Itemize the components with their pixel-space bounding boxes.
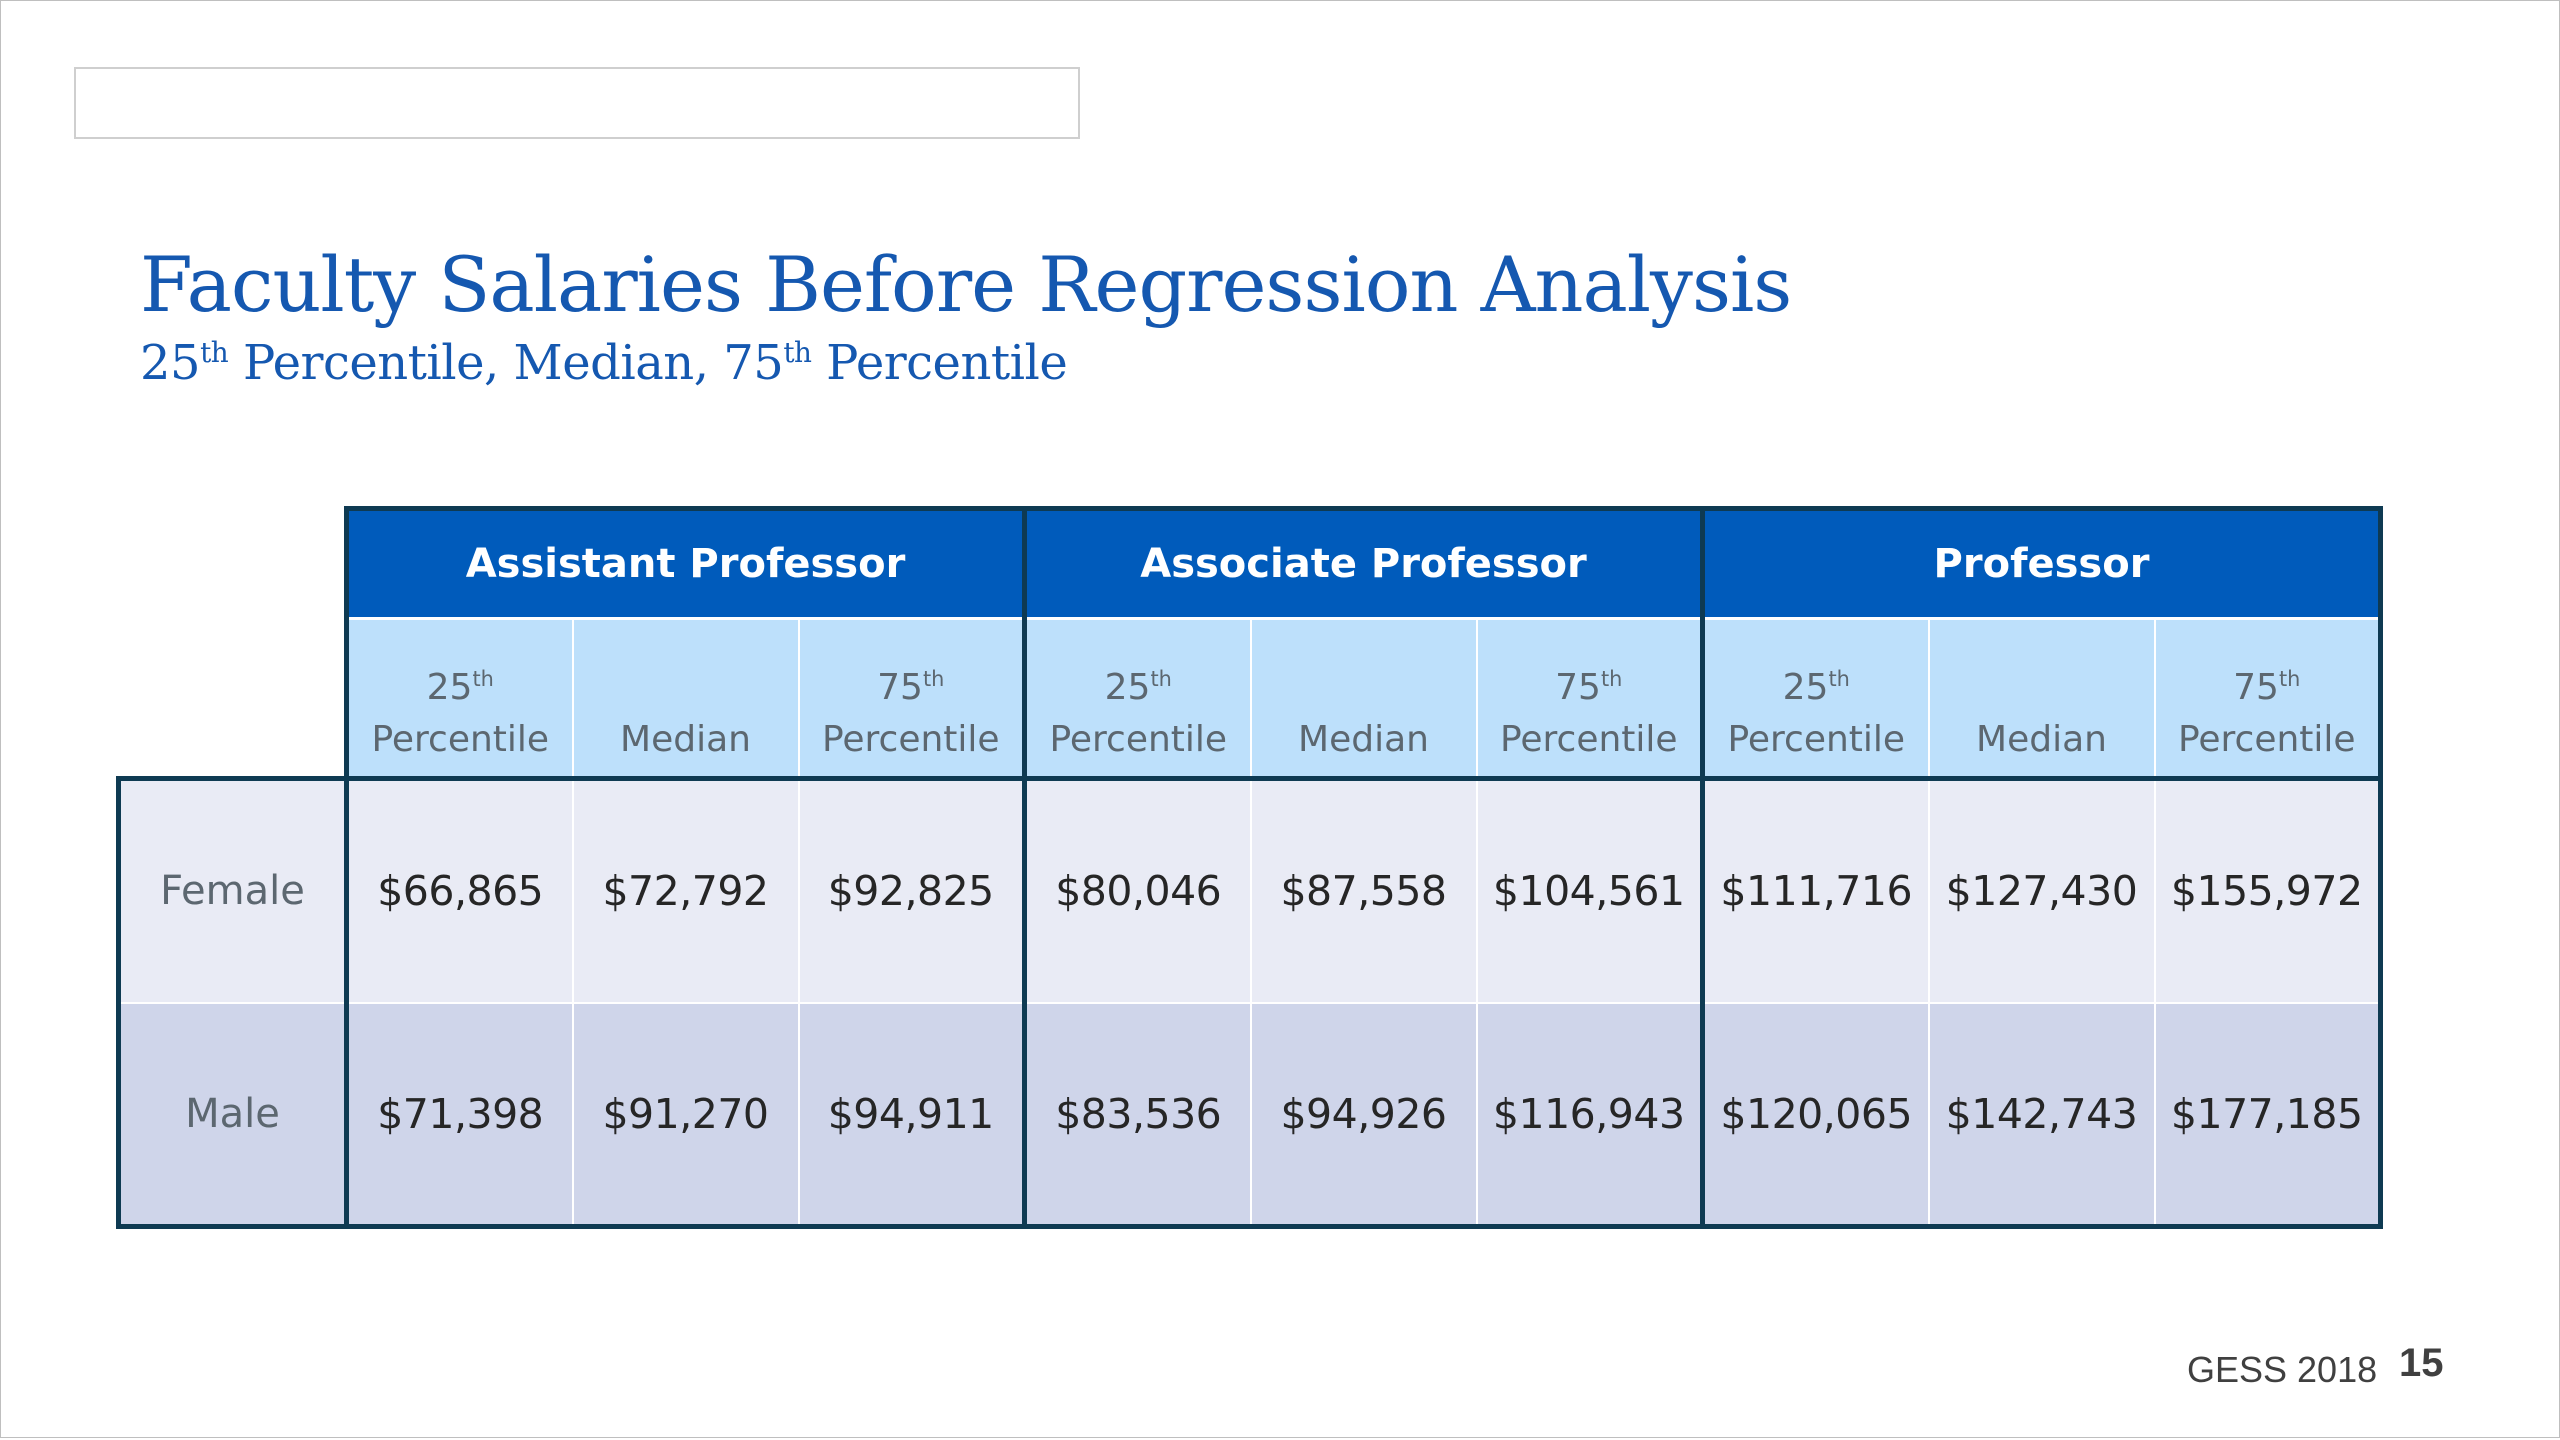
group-header-associate-professor: Associate Professor <box>1022 506 1705 620</box>
sub-header-p25: 25th Percentile <box>1700 618 1930 781</box>
salary-table: Assistant Professor Associate Professor … <box>116 506 2383 1229</box>
sub-header-p75: 75th Percentile <box>797 618 1027 781</box>
table-cell: $94,926 <box>1249 1002 1478 1229</box>
row-label-female: Female <box>116 776 349 1004</box>
p25-sup: th <box>1150 666 1172 691</box>
subtitle-end: Percentile <box>811 335 1068 391</box>
table-cell: $72,792 <box>571 776 800 1004</box>
footer-text: GESS 2018 <box>2187 1349 2378 1390</box>
group-header-row: Assistant Professor Associate Professor … <box>118 506 2383 779</box>
p25-number: 25 <box>426 666 473 708</box>
percentile-label: Percentile <box>821 718 1000 760</box>
subtitle-75: 75 <box>723 335 784 391</box>
percentile-label: Percentile <box>371 718 550 760</box>
sub-header-median: Median <box>1927 618 2156 781</box>
slide-title: Faculty Salaries Before Regression Analy… <box>140 240 1792 329</box>
subtitle-75-sup: th <box>783 336 812 369</box>
sub-header-p25: 25th Percentile <box>1022 618 1252 781</box>
table-row-female: Female $66,865 $72,792 $92,825 $80,046 $… <box>116 776 2383 1004</box>
percentile-label: Percentile <box>1499 718 1678 760</box>
p25-sup: th <box>472 666 494 691</box>
table-cell: $155,972 <box>2153 776 2383 1004</box>
sub-header-row: 25th Percentile Median 75th Percentile 25t… <box>119 618 2383 781</box>
table-cell: $104,561 <box>1475 776 1705 1004</box>
subtitle-25-sup: th <box>200 336 229 369</box>
p25-number: 25 <box>1104 666 1151 708</box>
slide-subtitle: 25th Percentile, Median, 75th Percentile <box>140 335 1068 391</box>
p75-sup: th <box>1600 666 1623 691</box>
table-cell: $120,065 <box>1700 1002 1930 1229</box>
sub-header-p75: 75th Percentile <box>1475 618 1705 781</box>
subtitle-25: 25 <box>140 335 201 391</box>
sub-header-p75: 75th Percentile <box>2153 618 2383 781</box>
table-cell: $177,185 <box>2153 1002 2383 1229</box>
table-cell: $92,825 <box>797 776 1027 1004</box>
p25-number: 25 <box>1782 666 1829 708</box>
corner-cell <box>118 508 347 779</box>
table-cell: $111,716 <box>1700 776 1930 1004</box>
table-cell: $80,046 <box>1022 776 1252 1004</box>
table-cell: $83,536 <box>1022 1002 1252 1229</box>
percentile-label: Percentile <box>1049 718 1228 760</box>
p75-number: 75 <box>2233 666 2279 708</box>
subtitle-middle: Percentile, Median, <box>228 335 724 391</box>
p75-sup: th <box>922 666 945 691</box>
table-cell: $71,398 <box>344 1002 574 1229</box>
page-number: 15 <box>2399 1341 2444 1385</box>
p25-sup: th <box>1828 666 1850 691</box>
percentile-label: Percentile <box>1727 718 1906 760</box>
percentile-label: Percentile <box>2177 718 2356 760</box>
p75-number: 75 <box>1555 666 1601 708</box>
row-label-male: Male <box>116 1002 349 1229</box>
table-cell: $94,911 <box>797 1002 1027 1229</box>
p75-sup: th <box>2278 666 2301 691</box>
table-row-male: Male $71,398 $91,270 $94,911 $83,536 $94… <box>116 1002 2383 1229</box>
group-header-professor: Professor <box>1700 506 2383 620</box>
table-cell: $91,270 <box>571 1002 800 1229</box>
table-cell: $116,943 <box>1475 1002 1705 1229</box>
table-cell: $142,743 <box>1927 1002 2156 1229</box>
table-cell: $87,558 <box>1249 776 1478 1004</box>
sub-header-median: Median <box>1249 618 1478 781</box>
table-cell: $66,865 <box>344 776 574 1004</box>
table-cell: $127,430 <box>1927 776 2156 1004</box>
empty-text-box <box>74 67 1080 139</box>
sub-header-median: Median <box>571 618 800 781</box>
p75-number: 75 <box>877 666 923 708</box>
sub-header-p25: 25th Percentile <box>344 618 574 781</box>
group-header-assistant-professor: Assistant Professor <box>344 506 1027 620</box>
